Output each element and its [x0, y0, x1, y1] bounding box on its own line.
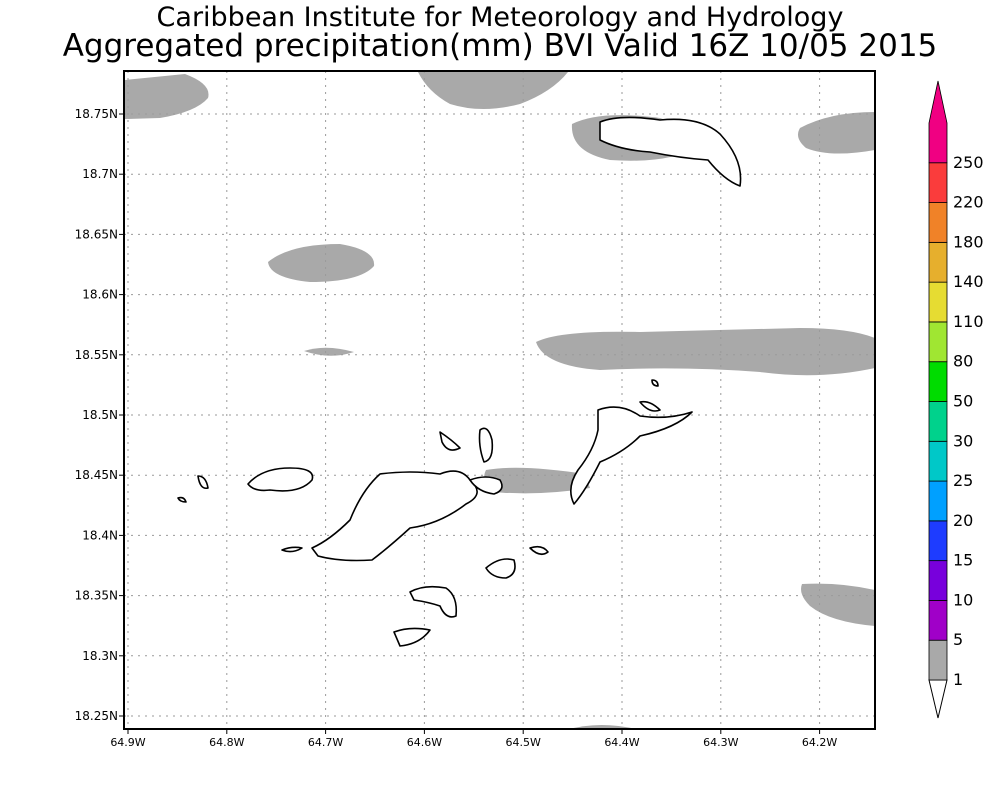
- colorbar-label: 15: [953, 551, 973, 570]
- precip-area: [304, 347, 354, 356]
- lat-label: 18.35N: [75, 589, 118, 603]
- island-little-thatch: [281, 546, 303, 553]
- island-ginger: [529, 545, 549, 556]
- island-virgin-gorda: [570, 406, 693, 505]
- colorbar-segment: [928, 321, 948, 363]
- island-mosquito: [639, 400, 661, 412]
- lat-label: 18.25N: [75, 709, 118, 723]
- colorbar-segment: [928, 401, 948, 442]
- lat-label: 18.3N: [82, 649, 118, 663]
- colorbar-label: 180: [953, 232, 984, 251]
- colorbar-segment: [928, 162, 948, 203]
- colorbar-under-arrow: [928, 679, 948, 719]
- colorbar-label: 110: [953, 312, 984, 331]
- colorbar-segment: [928, 600, 948, 641]
- island-west-end: [197, 475, 209, 490]
- lat-label: 18.75N: [75, 107, 118, 121]
- lon-label: 64.4W: [604, 736, 639, 749]
- island-outlines: [177, 116, 742, 647]
- colorbar-label: 220: [953, 193, 984, 212]
- precip-area: [268, 244, 375, 282]
- island-cooper: [485, 558, 516, 579]
- island-tortola: [311, 470, 478, 562]
- colorbar-over-arrow: [928, 80, 948, 164]
- lat-label: 18.4N: [82, 528, 118, 542]
- lon-label: 64.2W: [802, 736, 837, 749]
- island-great-camanoe: [478, 427, 494, 463]
- island-jost-van-dyke: [247, 467, 314, 492]
- lat-label: 18.65N: [75, 227, 118, 241]
- island-sandy-cay: [177, 496, 187, 503]
- lat-label: 18.55N: [75, 348, 118, 362]
- colorbar-label: 250: [953, 153, 984, 172]
- island-guana: [439, 431, 461, 451]
- colorbar-segment: [928, 281, 948, 323]
- lon-label: 64.7W: [308, 736, 343, 749]
- colorbar-segment: [928, 202, 948, 243]
- precipitation-areas: [125, 72, 875, 730]
- island-anegada: [599, 116, 742, 187]
- colorbar-label: 30: [953, 431, 973, 450]
- lat-label: 18.5N: [82, 408, 118, 422]
- colorbar-segment: [928, 241, 948, 283]
- lat-label: 18.6N: [82, 288, 118, 302]
- lon-label: 64.9W: [110, 736, 145, 749]
- island-eustatia: [651, 379, 659, 387]
- map-gridlines: [124, 71, 875, 729]
- longitude-labels: 64.9W 64.8W 64.7W 64.6W 64.5W 64.4W 64.3W 64.2W: [110, 729, 837, 749]
- lon-label: 64.5W: [506, 736, 541, 749]
- lon-label: 64.6W: [407, 736, 442, 749]
- precip-area: [798, 112, 875, 154]
- precip-area: [484, 467, 590, 494]
- precip-area: [536, 328, 875, 376]
- title-institute: Caribbean Institute for Meteorology and …: [156, 2, 844, 33]
- colorbar-segment: [928, 520, 948, 562]
- colorbar-label: 5: [953, 630, 963, 649]
- colorbar-label: 20: [953, 511, 973, 530]
- lat-label: 18.7N: [82, 167, 118, 181]
- lat-label: 18.45N: [75, 468, 118, 482]
- colorbar-segment: [928, 560, 948, 601]
- colorbar-label: 25: [953, 471, 973, 490]
- island-beef-island: [469, 476, 503, 495]
- latitude-labels: 18.75N 18.7N 18.65N 18.6N 18.55N 18.5N 18.45N 1…: [75, 107, 124, 723]
- colorbar-label: 140: [953, 272, 984, 291]
- precip-area: [125, 74, 209, 119]
- map-frame: [123, 70, 876, 730]
- colorbar-segment: [928, 440, 948, 482]
- precip-area: [801, 583, 875, 626]
- colorbar-label: 50: [953, 392, 973, 411]
- colorbar-label: 1: [953, 670, 963, 689]
- lon-label: 64.8W: [209, 736, 244, 749]
- colorbar-segment: [928, 480, 948, 522]
- colorbar-segment: [928, 361, 948, 402]
- island-peter: [393, 627, 431, 647]
- island-norman: [409, 585, 458, 618]
- precip-area: [418, 72, 568, 109]
- colorbar-label: 10: [953, 590, 973, 609]
- colorbar-segment: [928, 639, 948, 681]
- lon-label: 64.3W: [703, 736, 738, 749]
- title-product: Aggregated precipitation(mm) BVI Valid 1…: [62, 28, 938, 64]
- colorbar-label: 80: [953, 352, 973, 371]
